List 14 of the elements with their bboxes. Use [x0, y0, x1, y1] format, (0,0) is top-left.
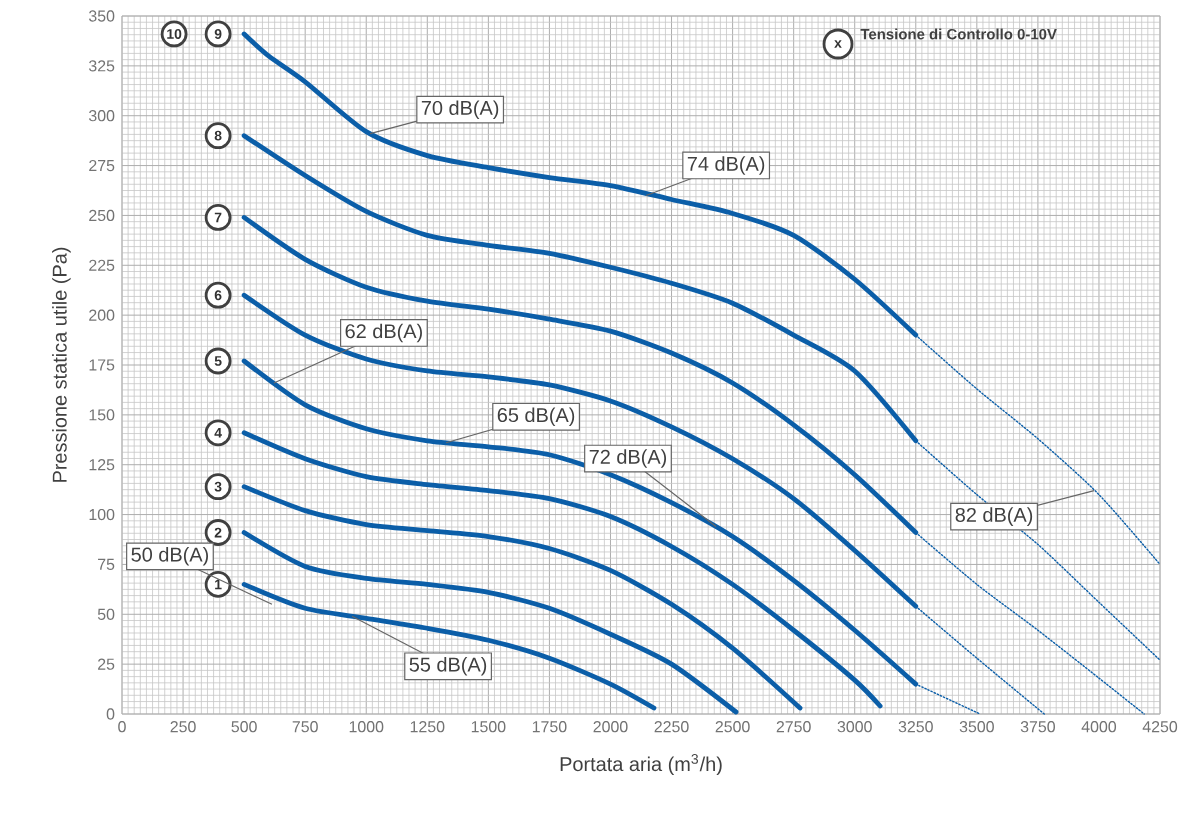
line-series [241, 530, 739, 715]
x-axis-title: Portata aria (m$^{3}$/h) [560, 754, 722, 776]
annotation: 62 dB(A) [345, 323, 422, 343]
y-axis-title: Pressione statica utile (Pa) [52, 247, 71, 482]
annotation: 55 dB(A) [409, 657, 487, 676]
annotation: 72 dB(A) [589, 449, 667, 468]
annotation: 65 dB(A) [497, 407, 575, 427]
annotation: 82 dB(A) [955, 507, 1033, 526]
line-series [241, 581, 657, 711]
annotation: 70 dB(A) [421, 100, 499, 119]
line-series [241, 430, 883, 709]
annotation: 74 dB(A) [687, 156, 765, 175]
line-series [241, 484, 803, 711]
annotation: 50 dB(A) [131, 547, 209, 566]
